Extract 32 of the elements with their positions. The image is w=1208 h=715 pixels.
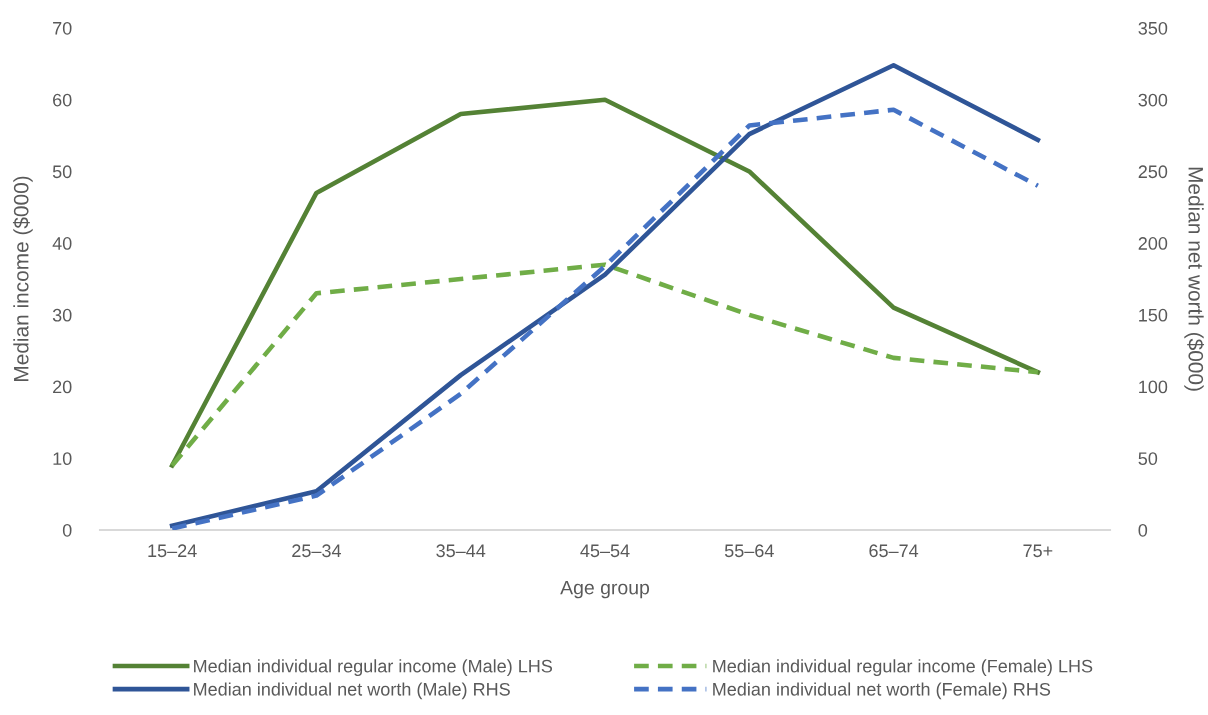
x-tick-label: 75+ bbox=[1023, 544, 1053, 558]
x-tick-label: 15–24 bbox=[148, 544, 197, 558]
legend-label: Median individual net worth (Male) RHS bbox=[194, 682, 510, 700]
legend-label: Median individual net worth (Female) RHS bbox=[713, 682, 1051, 700]
line-series bbox=[169, 262, 1041, 468]
y2-tick-label: 50 bbox=[1138, 452, 1158, 466]
x-tick-label: 55–64 bbox=[724, 544, 774, 558]
y-tick-label: 20 bbox=[53, 380, 72, 394]
y2-tick-label: 150 bbox=[1139, 308, 1168, 322]
x-tick-label: 65–74 bbox=[869, 544, 919, 558]
legend-label: Median individual regular income (Female) LHS bbox=[713, 659, 1093, 677]
y2-tick-label: 250 bbox=[1138, 165, 1168, 179]
x-tick-label: 25–34 bbox=[292, 544, 342, 558]
x-tick-label: 45–54 bbox=[580, 544, 630, 558]
y2-tick-label: 200 bbox=[1138, 237, 1168, 250]
legend-label: Median individual regular income (Male) LHS bbox=[194, 659, 553, 677]
x-axis-title: Age group bbox=[560, 580, 650, 599]
y-tick-label: 50 bbox=[52, 165, 72, 179]
y2-tick-label: 300 bbox=[1138, 93, 1168, 107]
y2-axis-title: Median net worth ($000) bbox=[1184, 167, 1205, 391]
y-tick-label: 30 bbox=[52, 308, 72, 322]
y-tick-label: 10 bbox=[53, 452, 72, 466]
y-tick-label: 0 bbox=[62, 523, 72, 537]
y-tick-label: 40 bbox=[52, 237, 72, 250]
x-tick-label: 35–44 bbox=[436, 544, 486, 558]
y-tick-label: 60 bbox=[53, 93, 72, 107]
y2-tick-label: 350 bbox=[1138, 21, 1168, 35]
y-axis-title: Median income ($000) bbox=[12, 176, 33, 381]
line-series bbox=[169, 97, 1041, 468]
y-tick-label: 70 bbox=[53, 21, 72, 35]
y2-tick-label: 100 bbox=[1139, 380, 1168, 394]
y2-tick-label: 0 bbox=[1138, 523, 1148, 537]
